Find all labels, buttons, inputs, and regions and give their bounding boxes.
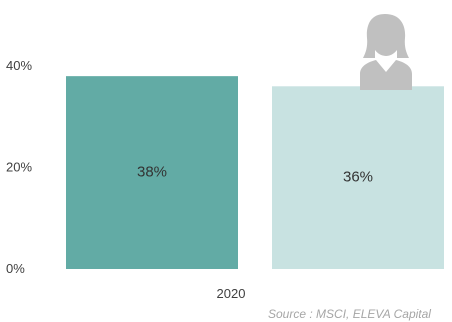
data-label-series-2: 36% (343, 169, 373, 186)
bar-2020-series-1 (66, 76, 238, 270)
bar-2020-series-2 (272, 86, 444, 269)
bars (66, 76, 444, 270)
x-tick-label-2020: 2020 (217, 286, 246, 301)
y-tick-label-40: 40% (6, 58, 32, 73)
y-tick-label-20: 20% (6, 160, 32, 175)
y-tick-label-0: 0% (6, 261, 25, 276)
y-axis-ticks: 0% 20% 40% (6, 58, 32, 276)
data-label-series-1: 38% (137, 164, 167, 181)
businesswoman-icon (360, 14, 412, 90)
source-note: Source : MSCI, ELEVA Capital (268, 307, 431, 321)
